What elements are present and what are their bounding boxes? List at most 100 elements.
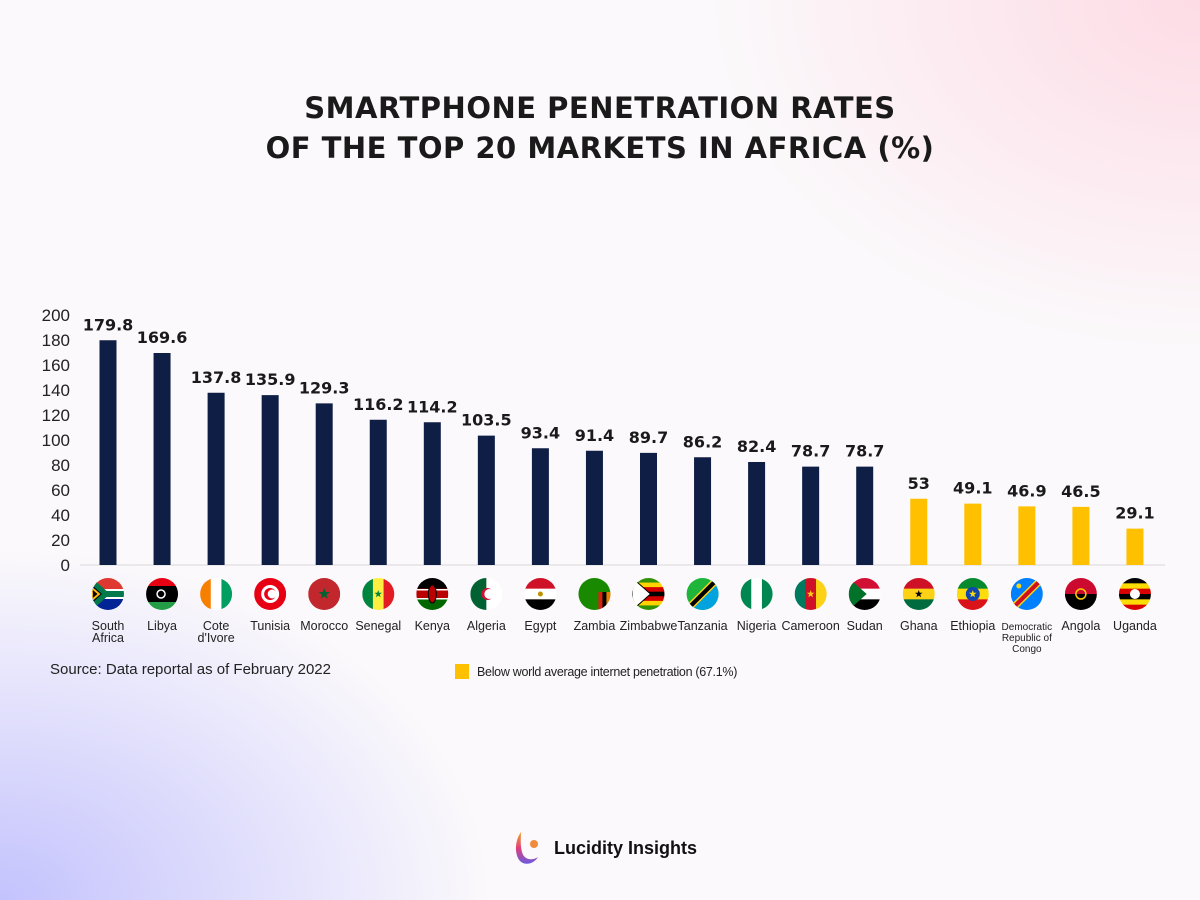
bar [694,457,712,565]
data-label: 46.9 [1007,481,1046,500]
x-tick-label: Sudan [847,619,883,633]
legend-swatch [455,664,469,679]
bar [423,422,441,565]
data-label: 91.4 [575,426,614,445]
data-label: 103.5 [461,411,512,430]
bar [531,448,549,565]
bar [153,353,171,565]
bar [207,392,225,565]
flag-icon [1010,578,1043,610]
x-tick-label: Morocco [300,619,348,633]
flag-icon [1118,578,1151,610]
y-tick-label: 160 [42,356,70,375]
data-label: 114.2 [407,397,458,416]
flag-icon [200,578,233,610]
bar [99,340,117,565]
x-tick-label: Tanzania [678,619,728,633]
brand-logo: Lucidity Insights [512,830,697,866]
bar [585,450,603,565]
y-tick-label: 180 [42,331,70,350]
y-tick-label: 100 [42,431,70,450]
y-tick-label: 0 [61,556,70,575]
x-tick-label: Senegal [355,619,401,633]
bar [1126,528,1144,565]
x-tick-label: Libya [147,619,177,633]
data-label: 82.4 [737,437,776,456]
y-tick-label: 140 [42,381,70,400]
data-label: 137.8 [191,368,242,387]
flag-icon [902,578,935,610]
x-tick-label: Ghana [900,619,938,633]
data-label: 78.7 [791,442,830,461]
source-note: Source: Data reportal as of February 202… [50,661,331,678]
data-label: 169.6 [137,328,188,347]
y-tick-label: 20 [51,531,70,550]
flag-icon [686,578,719,610]
bar [748,462,766,565]
x-tick-label: Democratic Republic of Congo [1002,622,1053,655]
data-label: 89.7 [629,428,668,447]
y-tick-label: 200 [42,306,70,325]
flag-icon [632,578,665,610]
data-label: 179.8 [83,315,134,334]
x-tick-label: Tunisia [250,619,290,633]
data-label: 29.1 [1115,504,1154,523]
bar [856,466,874,565]
bar [477,435,495,565]
bar [910,498,928,565]
x-tick-label: Egypt [524,619,556,633]
bar [1018,506,1036,565]
y-tick-label: 60 [51,481,70,500]
data-label: 86.2 [683,432,722,451]
title-line-1: SMARTPHONE PENETRATION RATES [304,91,896,125]
brand-name: Lucidity Insights [554,837,698,858]
y-tick-label: 40 [51,506,70,525]
flag-icon [740,578,773,610]
flag-icon [848,578,881,610]
data-label: 78.7 [845,442,884,461]
x-tick-label: Algeria [467,619,506,633]
chart-title: SMARTPHONE PENETRATION RATES OF THE TOP … [0,88,1200,168]
flag-icon [146,578,179,610]
x-tick-label: Zimbabwe [620,619,678,633]
x-tick-label: Ethiopia [950,619,995,633]
legend: Below world average internet penetration… [455,664,737,679]
flag-icon [470,578,503,610]
bar [802,466,820,565]
bar [1072,506,1090,565]
y-tick-label: 80 [51,456,70,475]
bar [315,403,333,565]
data-label: 46.5 [1061,482,1100,501]
x-tick-label: Cote d'Ivore [198,619,235,645]
bar [369,419,387,565]
lucidity-logo-icon [515,832,538,864]
x-tick-label: Zambia [574,619,616,633]
x-tick-label: Uganda [1113,619,1157,633]
title-line-2: OF THE TOP 20 MARKETS IN AFRICA (%) [265,131,935,165]
flag-icon [578,578,611,610]
flag-icon [308,578,341,610]
x-tick-label: Angola [1061,619,1100,633]
x-tick-label: South Africa [92,619,125,645]
flag-icon [254,578,287,610]
flag-icon [794,578,827,610]
y-tick-label: 120 [42,406,70,425]
bar [261,395,279,565]
data-label: 116.2 [353,395,404,414]
data-label: 135.9 [245,370,296,389]
data-label: 49.1 [953,479,992,498]
bar [640,452,657,565]
legend-label: Below world average internet penetration… [477,664,738,679]
x-tick-label: Kenya [415,619,450,633]
flag-icon [524,578,557,610]
bar [964,503,982,565]
flag-icon [416,578,449,610]
flag-icon [362,578,395,610]
flag-icon [956,578,989,610]
data-label: 129.3 [299,378,350,397]
x-tick-label: Nigeria [737,619,777,633]
x-tick-label: Cameroon [781,619,839,633]
data-label: 93.4 [521,423,560,442]
flag-icon [1064,578,1097,610]
